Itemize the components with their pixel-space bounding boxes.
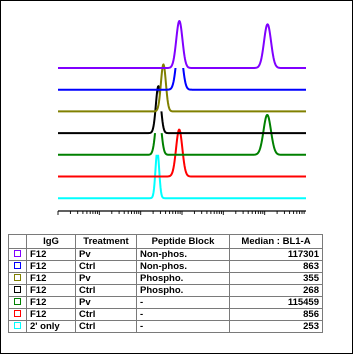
legend-treatment: Pv [75, 272, 137, 285]
legend-igg: F12 [26, 296, 76, 309]
legend-color-swatch [14, 322, 21, 330]
legend-median: 115459 [229, 296, 323, 309]
legend-color-swatch [14, 286, 21, 294]
legend-peptide-block: Non-phos. [136, 260, 230, 273]
legend-treatment: Pv [75, 296, 137, 309]
legend-row: F12 Ctrl Phospho. 268 [8, 284, 323, 297]
legend-color-swatch [14, 310, 21, 318]
histogram-series [57, 150, 307, 200]
legend-igg: F12 [26, 260, 76, 273]
legend-color-swatch [14, 274, 21, 282]
legend-body: F12 Pv Non-phos. 117301 F12 Ctrl Non-phos. 863 F… [8, 248, 323, 333]
legend-igg: 2' only [26, 320, 76, 333]
legend-row: F12 Ctrl Non-phos. 863 [8, 260, 323, 273]
legend-header-median: Median : BL1-A [229, 234, 323, 249]
legend-median: 863 [229, 260, 323, 273]
legend-median: 253 [229, 320, 323, 333]
legend-median: 856 [229, 308, 323, 321]
legend-igg: F12 [26, 284, 76, 297]
histogram-series [57, 106, 307, 156]
histogram-series [57, 20, 307, 69]
legend-peptide-block: - [136, 308, 230, 321]
legend-peptide-block: Non-phos. [136, 248, 230, 261]
legend-color-swatch [14, 298, 21, 306]
legend-igg: F12 [26, 248, 76, 261]
histogram-mask [58, 21, 306, 68]
legend-swatch [8, 320, 27, 333]
legend-row: F12 Pv Non-phos. 117301 [8, 248, 323, 261]
legend-row: F12 Ctrl -856 [8, 308, 323, 321]
legend-color-swatch [14, 262, 21, 270]
legend-row: F12 Pv -115459 [8, 296, 323, 309]
legend-row: F12 Pv Phospho. 355 [8, 272, 323, 285]
legend-swatch [8, 272, 27, 285]
x-axis [57, 210, 306, 215]
legend-treatment: Ctrl [75, 320, 137, 333]
legend-treatment: Pv [75, 248, 137, 261]
legend-median: 117301 [229, 248, 323, 261]
legend-row: 2' only Ctrl -253 [8, 320, 323, 333]
legend-color-swatch [14, 250, 21, 258]
legend-treatment: Ctrl [75, 284, 137, 297]
legend-table: IgG Treatment Peptide Block Median : BL1… [8, 234, 323, 333]
legend-median: 355 [229, 272, 323, 285]
legend-swatch [8, 260, 27, 273]
legend-header-peptide-block: Peptide Block [136, 234, 230, 249]
legend-treatment: Ctrl [75, 308, 137, 321]
legend-swatch [8, 248, 27, 261]
legend-swatch [8, 284, 27, 297]
legend-treatment: Ctrl [75, 260, 137, 273]
legend-swatch [8, 308, 27, 321]
legend-peptide-block: - [136, 320, 230, 333]
legend-peptide-block: Phospho. [136, 272, 230, 285]
legend-igg: F12 [26, 272, 76, 285]
histogram-series [57, 128, 307, 178]
legend-header-row: IgG Treatment Peptide Block Median : BL1… [8, 234, 323, 249]
legend-peptide-block: - [136, 296, 230, 309]
histogram-tracks [57, 20, 307, 200]
legend-igg: F12 [26, 308, 76, 321]
histogram-series [57, 85, 307, 135]
legend-header-swatch [8, 234, 27, 249]
legend-header-treatment: Treatment [75, 234, 137, 249]
legend-median: 268 [229, 284, 323, 297]
legend-header-igg: IgG [26, 234, 76, 249]
histogram-series [57, 63, 307, 113]
histogram-plot [57, 20, 307, 215]
legend-swatch [8, 296, 27, 309]
legend-peptide-block: Phospho. [136, 284, 230, 297]
